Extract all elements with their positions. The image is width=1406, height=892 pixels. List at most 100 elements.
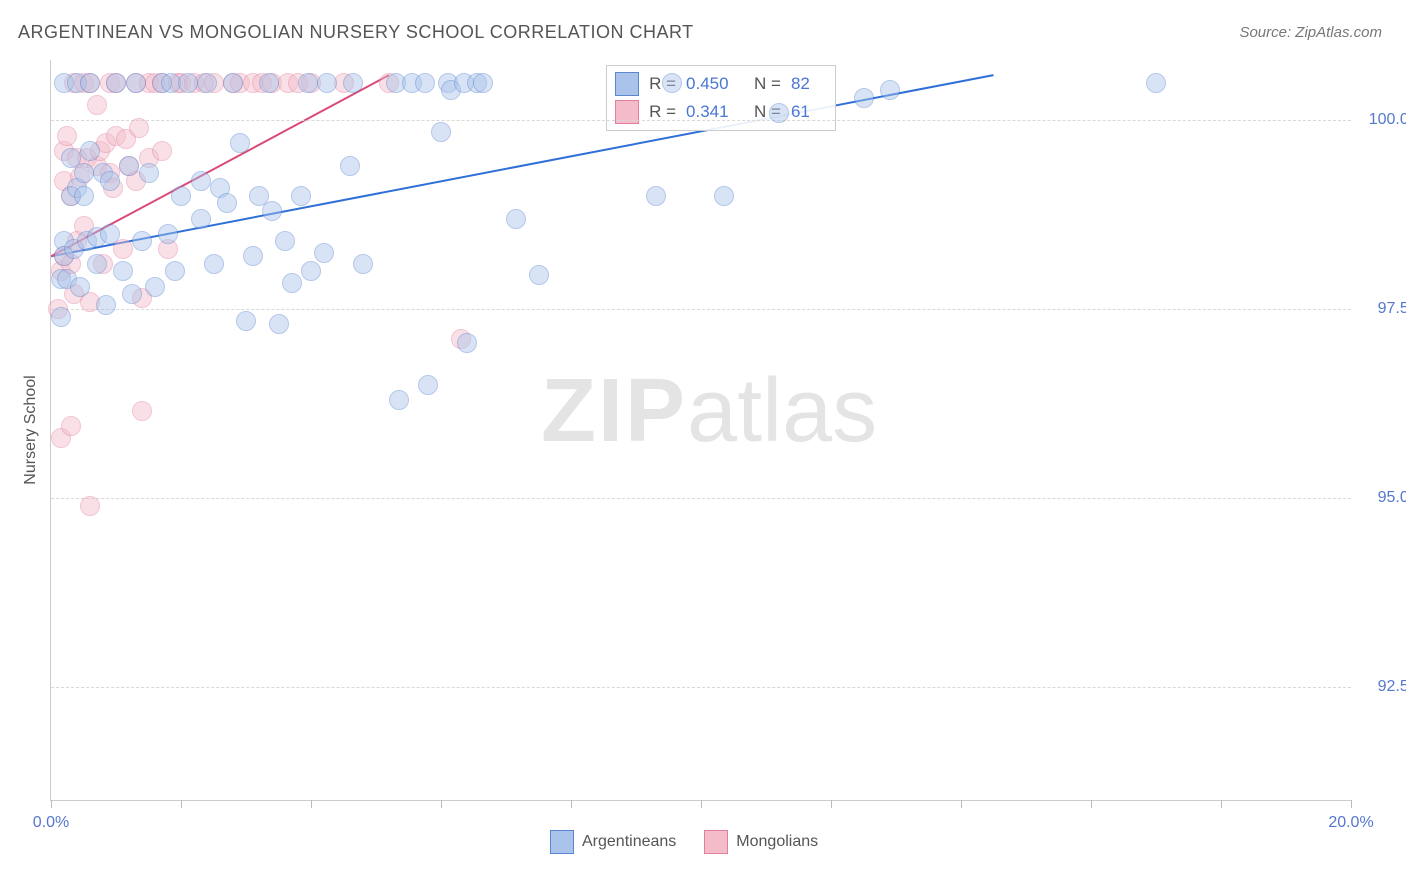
- chart-container: ARGENTINEAN VS MONGOLIAN NURSERY SCHOOL …: [0, 0, 1406, 892]
- scatter-point: [854, 88, 874, 108]
- scatter-point: [236, 311, 256, 331]
- scatter-point: [197, 73, 217, 93]
- scatter-point: [132, 231, 152, 251]
- legend-item: Argentineans: [550, 830, 676, 854]
- legend-bottom: Argentineans Mongolians: [550, 830, 818, 854]
- scatter-point: [126, 73, 146, 93]
- x-tick: [441, 800, 442, 808]
- trend-line: [51, 75, 994, 256]
- stat-N-value: 61: [791, 102, 827, 122]
- scatter-point: [418, 375, 438, 395]
- scatter-point: [269, 314, 289, 334]
- scatter-point: [314, 243, 334, 263]
- source-label: Source: ZipAtlas.com: [1239, 24, 1382, 41]
- scatter-point: [340, 156, 360, 176]
- y-tick-label: 92.5%: [1378, 678, 1406, 696]
- scatter-point: [119, 156, 139, 176]
- scatter-point: [178, 73, 198, 93]
- scatter-point: [129, 118, 149, 138]
- scatter-point: [389, 390, 409, 410]
- scatter-point: [132, 401, 152, 421]
- scatter-point: [100, 171, 120, 191]
- scatter-point: [191, 171, 211, 191]
- watermark: ZIPatlas: [541, 360, 877, 463]
- scatter-point: [243, 246, 263, 266]
- gridline-h: [51, 498, 1351, 499]
- x-tick-label: 20.0%: [1328, 814, 1373, 832]
- trend-lines-layer: [51, 60, 1351, 800]
- chart-title: ARGENTINEAN VS MONGOLIAN NURSERY SCHOOL …: [18, 22, 694, 43]
- gridline-h: [51, 120, 1351, 121]
- watermark-atlas: atlas: [687, 361, 877, 461]
- legend-label: Argentineans: [582, 833, 676, 851]
- y-tick-label: 100.0%: [1369, 111, 1406, 129]
- scatter-point: [61, 416, 81, 436]
- scatter-point: [646, 186, 666, 206]
- scatter-point: [122, 284, 142, 304]
- scatter-point: [506, 209, 526, 229]
- scatter-point: [96, 295, 116, 315]
- x-tick: [701, 800, 702, 808]
- y-tick-label: 95.0%: [1378, 489, 1406, 507]
- legend-swatch: [550, 830, 574, 854]
- scatter-point: [113, 261, 133, 281]
- x-tick: [961, 800, 962, 808]
- watermark-zip: ZIP: [541, 361, 687, 461]
- stat-R-value: 0.450: [686, 74, 744, 94]
- scatter-point: [70, 277, 90, 297]
- scatter-point: [353, 254, 373, 274]
- scatter-point: [282, 273, 302, 293]
- scatter-point: [100, 224, 120, 244]
- scatter-point: [259, 73, 279, 93]
- scatter-point: [74, 163, 94, 183]
- x-tick: [1221, 800, 1222, 808]
- scatter-point: [230, 133, 250, 153]
- scatter-point: [217, 193, 237, 213]
- scatter-point: [473, 73, 493, 93]
- x-tick: [831, 800, 832, 808]
- scatter-point: [529, 265, 549, 285]
- scatter-point: [158, 224, 178, 244]
- stat-R-value: 0.341: [686, 102, 744, 122]
- legend-swatch: [704, 830, 728, 854]
- scatter-point: [191, 209, 211, 229]
- scatter-point: [152, 141, 172, 161]
- x-tick-label: 0.0%: [33, 814, 69, 832]
- scatter-point: [298, 73, 318, 93]
- legend-item: Mongolians: [704, 830, 818, 854]
- scatter-point: [275, 231, 295, 251]
- stat-R-label: R =: [649, 102, 676, 122]
- scatter-point: [262, 201, 282, 221]
- x-tick: [311, 800, 312, 808]
- scatter-point: [106, 73, 126, 93]
- scatter-point: [165, 261, 185, 281]
- scatter-point: [87, 254, 107, 274]
- scatter-point: [74, 186, 94, 206]
- scatter-point: [415, 73, 435, 93]
- scatter-point: [51, 307, 71, 327]
- x-tick: [51, 800, 52, 808]
- scatter-point: [171, 186, 191, 206]
- scatter-point: [80, 141, 100, 161]
- x-tick: [181, 800, 182, 808]
- scatter-point: [113, 239, 133, 259]
- scatter-point: [291, 186, 311, 206]
- scatter-point: [145, 277, 165, 297]
- x-tick: [1091, 800, 1092, 808]
- series-swatch: [615, 72, 639, 96]
- scatter-point: [343, 73, 363, 93]
- scatter-point: [431, 122, 451, 142]
- scatter-point: [139, 163, 159, 183]
- y-tick-label: 97.5%: [1378, 300, 1406, 318]
- scatter-point: [204, 254, 224, 274]
- y-axis-title: Nursery School: [22, 375, 40, 484]
- x-tick: [571, 800, 572, 808]
- stats-row: R =0.450N =82: [615, 70, 827, 98]
- plot-area: ZIPatlas R =0.450N =82R =0.341N =61 92.5…: [50, 60, 1351, 801]
- scatter-point: [662, 73, 682, 93]
- gridline-h: [51, 687, 1351, 688]
- scatter-point: [223, 73, 243, 93]
- stat-N-label: N =: [754, 74, 781, 94]
- stats-row: R =0.341N =61: [615, 98, 827, 126]
- scatter-point: [87, 95, 107, 115]
